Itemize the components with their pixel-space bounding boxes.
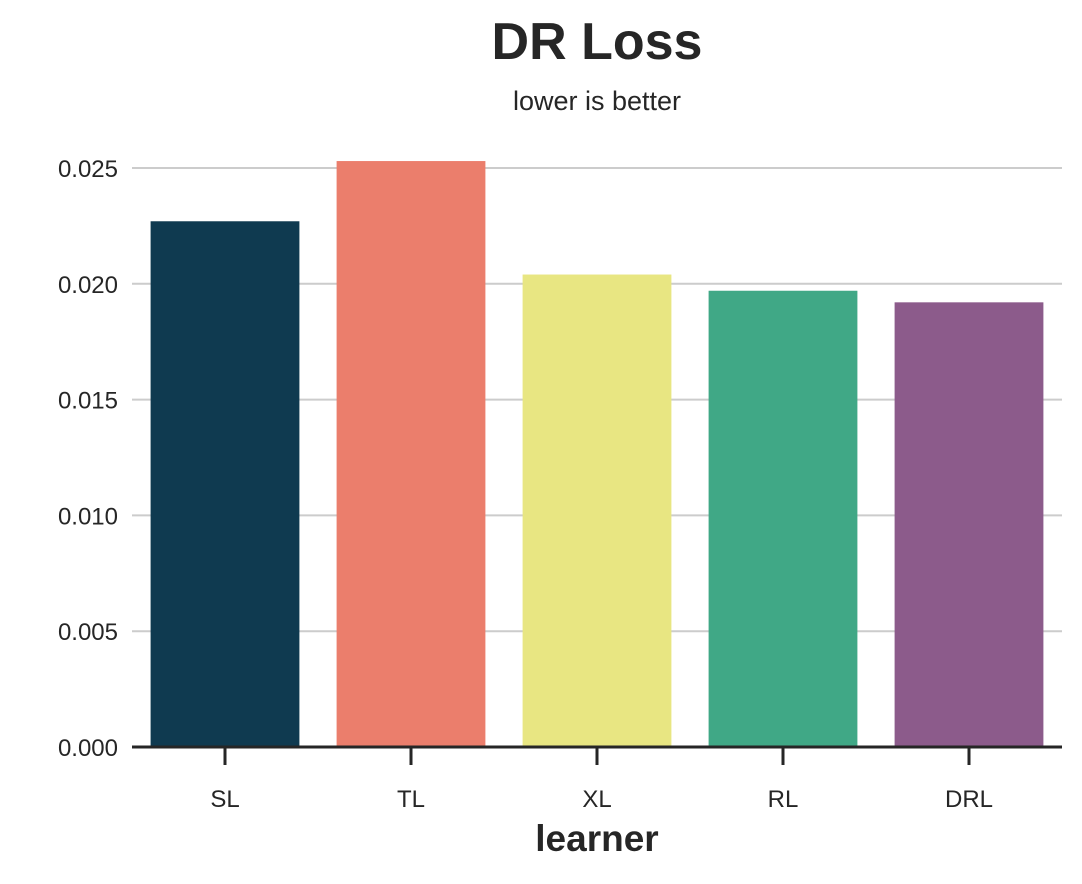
y-tick-label: 0.000 [58, 735, 118, 762]
axes: 0.000 0.005 0.010 0.015 0.020 0.025 SL TL XL RL DR… [58, 156, 1062, 813]
chart-subtitle: lower is better [512, 86, 682, 116]
bar-rl [708, 290, 858, 747]
bars [150, 161, 1044, 747]
x-tick-label: SL [210, 786, 239, 813]
x-tick-label: TL [397, 786, 425, 813]
y-tick-label: 0.020 [58, 272, 118, 299]
y-tick-label: 0.025 [58, 156, 118, 183]
y-tick-label: 0.005 [58, 619, 118, 646]
x-tick-label: DRL [945, 786, 993, 813]
chart-title: DR Loss [491, 13, 703, 71]
x-tick-label: XL [582, 786, 611, 813]
bar-sl [150, 221, 300, 747]
y-tick-label: 0.010 [58, 503, 118, 530]
bar-tl [336, 161, 486, 747]
x-axis-label: learner [535, 818, 659, 859]
x-tick-label: RL [768, 786, 799, 813]
bar-drl [894, 302, 1044, 747]
bar-xl [522, 274, 672, 747]
y-tick-label: 0.015 [58, 388, 118, 415]
